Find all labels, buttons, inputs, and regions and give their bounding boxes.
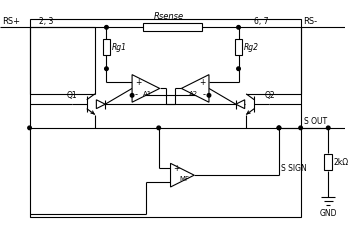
- Text: S OUT: S OUT: [303, 117, 327, 126]
- Text: RS+: RS+: [2, 17, 20, 26]
- Text: Q2: Q2: [264, 91, 275, 100]
- Polygon shape: [96, 100, 105, 109]
- Text: GND: GND: [320, 209, 337, 218]
- Circle shape: [105, 67, 108, 71]
- Text: Rg1: Rg1: [111, 42, 126, 51]
- Circle shape: [277, 126, 281, 130]
- Bar: [234, 39, 243, 55]
- Circle shape: [237, 67, 240, 71]
- Polygon shape: [170, 163, 194, 187]
- Polygon shape: [132, 75, 160, 102]
- Polygon shape: [181, 75, 209, 102]
- Circle shape: [28, 126, 31, 130]
- Text: Rg2: Rg2: [244, 42, 258, 51]
- Text: A2: A2: [189, 91, 198, 97]
- Text: +: +: [174, 164, 180, 173]
- Text: S SIGN: S SIGN: [281, 164, 307, 173]
- Text: +: +: [135, 78, 141, 87]
- Bar: [29, 19, 301, 217]
- Text: MF: MF: [179, 176, 189, 182]
- Circle shape: [237, 25, 240, 29]
- Bar: [324, 155, 332, 170]
- Circle shape: [157, 126, 160, 130]
- Text: 2kΩ: 2kΩ: [333, 158, 348, 167]
- Circle shape: [277, 126, 281, 130]
- Text: RS-: RS-: [303, 17, 318, 26]
- Text: +: +: [199, 78, 206, 87]
- Bar: [103, 39, 110, 55]
- Circle shape: [130, 93, 134, 97]
- Text: Rsense: Rsense: [154, 13, 184, 21]
- Bar: [143, 23, 202, 31]
- Polygon shape: [236, 100, 245, 109]
- Text: -: -: [135, 90, 138, 99]
- Circle shape: [299, 126, 302, 130]
- Text: 6, 7: 6, 7: [254, 17, 269, 26]
- Text: Q1: Q1: [67, 91, 78, 100]
- Text: 2, 3: 2, 3: [40, 17, 54, 26]
- Circle shape: [105, 25, 108, 29]
- Circle shape: [327, 126, 330, 130]
- Circle shape: [207, 93, 211, 97]
- Text: -: -: [203, 90, 206, 99]
- Text: A1: A1: [143, 91, 153, 97]
